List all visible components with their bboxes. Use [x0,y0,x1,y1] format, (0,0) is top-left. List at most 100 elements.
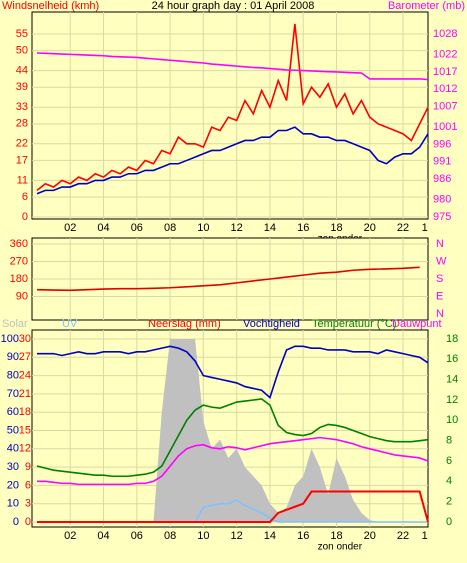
x-tick-label: 02 [64,530,76,542]
y2-axis-title: Barometer (mb) [388,0,465,12]
y-tick-label: 6 [25,479,31,491]
y-tick-label: 360 [10,238,28,250]
x-tick-label: 08 [164,222,176,234]
y-tick-label: 6 [446,455,452,467]
annotation: zon onder [318,542,363,553]
legend-label: Solar [2,318,28,330]
y-tick-label: 9 [25,461,31,473]
y-tick-label: 0 [22,211,28,223]
y-tick-label: 28 [16,118,28,130]
y-axis-title: Windsnelheid (kmh) [2,0,99,12]
y-tick-label: 21 [19,388,31,400]
annotation: 1 [422,530,428,542]
y-tick-label: 15 [19,424,31,436]
y-tick-label: 0 [25,516,31,528]
y-tick-label: 60 [7,406,19,418]
y-tick-label: 3 [25,498,31,510]
y-tick-label: 17 [16,154,28,166]
x-tick-label: 10 [197,222,209,234]
area [36,339,429,522]
x-tick-label: 22 [397,530,409,542]
y-tick-label: W [436,255,447,267]
legend-label: Temperatuur (°C) [312,318,396,330]
y-tick-label: 1022 [433,49,457,61]
y-tick-label: 975 [433,211,451,223]
x-tick-label: 04 [97,222,109,234]
x-tick-label: 12 [231,222,243,234]
y-tick-label: 50 [16,45,28,57]
line [36,126,429,195]
y-tick-label: S [436,273,443,285]
y-tick-label: 11 [17,174,28,186]
legend-label: UV [62,318,78,330]
y-tick-label: 80 [7,370,19,382]
x-tick-label: 06 [131,530,143,542]
y-tick-label: 1017 [433,66,457,78]
y-tick-label: 16 [446,353,458,365]
x-tick-label: 04 [97,530,109,542]
line [36,490,429,523]
x-tick-label: 06 [131,222,143,234]
x-tick-label: 22 [397,222,409,234]
y-tick-label: 39 [16,81,28,93]
y-tick-label: 0 [13,516,19,528]
x-tick-label: 12 [231,530,243,542]
y-tick-label: 12 [19,443,31,455]
x-tick-label: 18 [330,530,342,542]
x-tick-label: 08 [164,530,176,542]
y-tick-label: 20 [7,479,19,491]
y-tick-label: 100 [1,333,19,345]
annotation: 1 [422,222,428,234]
y-tick-label: 18 [19,406,31,418]
y-tick-label: 27 [19,351,31,363]
y-tick-label: 70 [7,388,19,400]
x-tick-label: 20 [364,222,376,234]
y-tick-label: 4 [446,475,452,487]
y-tick-label: 10 [7,498,19,510]
y-tick-label: 30 [19,333,31,345]
y-tick-label: 991 [433,156,451,168]
line [36,266,420,292]
y-tick-label: 30 [7,461,19,473]
x-tick-label: 16 [297,530,309,542]
y-tick-label: 44 [16,65,28,77]
x-tick-label: 14 [264,530,276,542]
y-tick-label: 980 [433,194,451,206]
y-tick-label: 12 [446,394,458,406]
y-tick-label: N [436,238,444,250]
y-tick-label: 270 [10,255,28,267]
line [36,52,429,81]
x-tick-label: 02 [64,222,76,234]
y-tick-label: 2 [446,496,452,508]
x-tick-label: 18 [330,222,342,234]
x-tick-label: 16 [297,222,309,234]
y-tick-label: 24 [19,370,31,382]
y-tick-label: E [436,290,443,302]
y-tick-label: 90 [16,290,28,302]
legend-label: Vochtigheid [243,318,300,330]
line [36,345,429,399]
y-tick-label: 50 [7,424,19,436]
line [36,23,429,192]
y-tick-label: 40 [7,443,19,455]
y-tick-label: 6 [22,191,28,203]
x-tick-label: 20 [364,530,376,542]
x-tick-label: 14 [264,222,276,234]
y-tick-label: 14 [446,374,458,386]
y-tick-label: 0 [446,516,452,528]
y-tick-label: 10 [446,414,458,426]
y-tick-label: 22 [16,138,28,150]
line [36,436,429,486]
y-tick-label: 33 [16,101,28,113]
y-tick-label: 18 [446,333,458,345]
chart-title: 24 hour graph day : 01 April 2008 [152,0,315,12]
y-tick-label: 986 [433,173,451,185]
y-tick-label: 1028 [433,28,457,40]
y-tick-label: N [436,308,444,320]
y-tick-label: 90 [7,351,19,363]
y-tick-label: 996 [433,138,451,150]
y-tick-label: 1007 [433,100,457,112]
line [36,398,429,478]
